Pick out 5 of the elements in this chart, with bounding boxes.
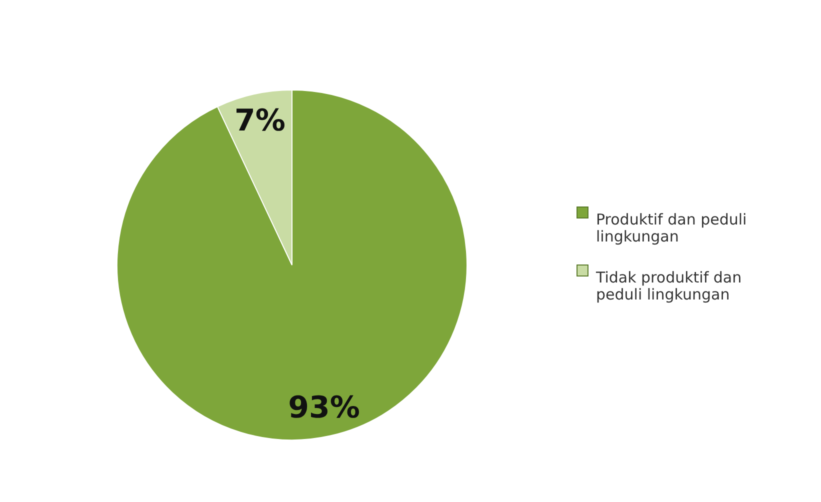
legend-label: Tidak produktif dan peduli lingkungan [595, 268, 742, 304]
data-label: 93% [288, 390, 360, 426]
pie-slice [116, 90, 468, 440]
data-label: 7% [234, 104, 286, 139]
legend-label: Produktif dan peduli lingkungan [596, 210, 747, 246]
